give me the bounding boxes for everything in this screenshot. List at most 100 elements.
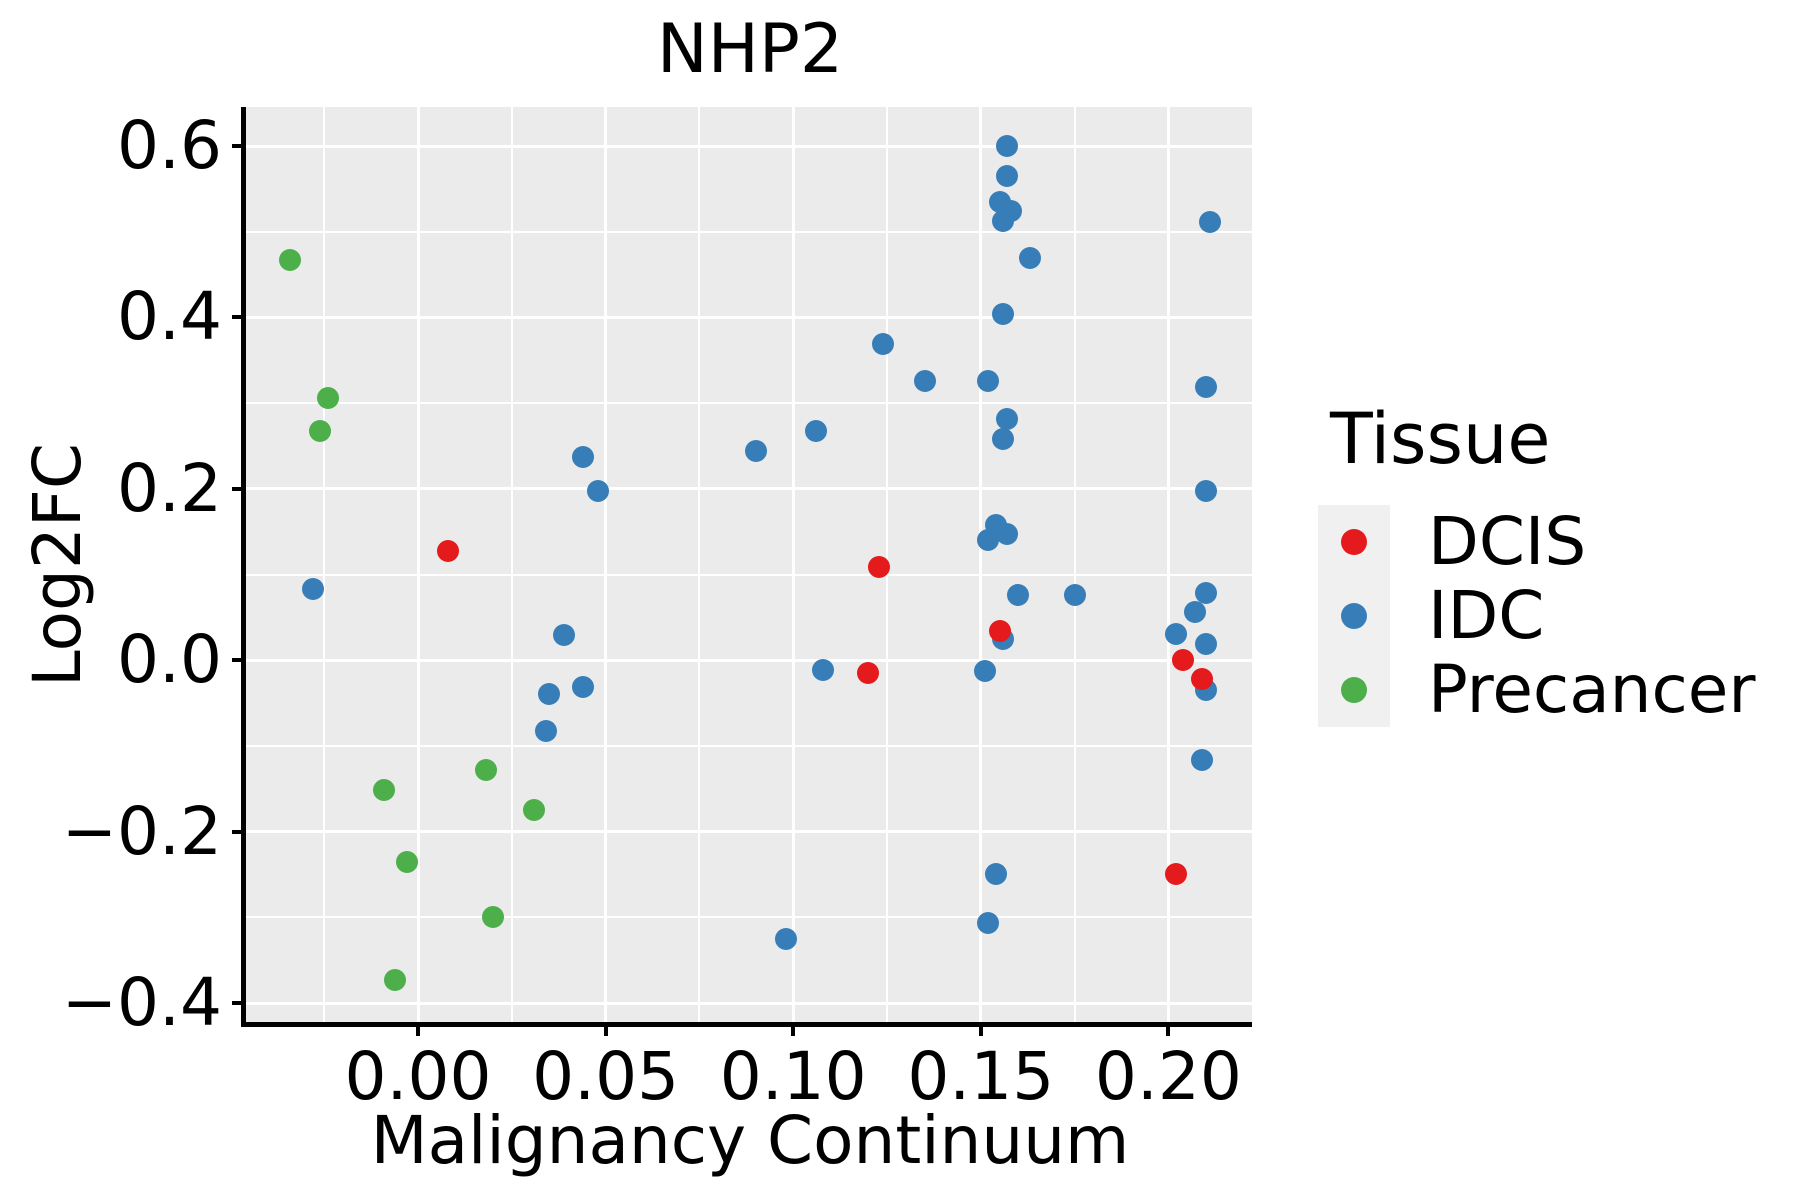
x-tick-label: 0.05 xyxy=(532,1038,680,1115)
gridline-x-major xyxy=(604,107,608,1022)
y-tick-mark xyxy=(232,829,241,834)
data-point-precancer xyxy=(316,386,339,409)
gridline-y-major xyxy=(246,830,1252,834)
data-point-precancer xyxy=(523,799,546,822)
data-point-precancer xyxy=(279,248,302,271)
data-point-precancer xyxy=(384,968,407,991)
data-point-idc xyxy=(1063,584,1086,607)
data-point-idc xyxy=(996,407,1019,430)
data-point-precancer xyxy=(474,758,497,781)
data-point-idc xyxy=(804,419,827,442)
data-point-dcis xyxy=(1164,863,1187,886)
data-point-idc xyxy=(992,210,1015,233)
data-point-idc xyxy=(1194,582,1217,605)
data-point-idc xyxy=(1198,211,1221,234)
data-point-idc xyxy=(996,523,1019,546)
data-point-idc xyxy=(572,446,595,469)
legend-swatch-icon xyxy=(1341,603,1367,629)
gridline-y-minor xyxy=(246,402,1252,405)
data-point-idc xyxy=(996,164,1019,187)
data-point-dcis xyxy=(1172,649,1195,672)
data-point-idc xyxy=(872,332,895,355)
data-point-idc xyxy=(1194,632,1217,655)
data-point-idc xyxy=(1191,748,1214,771)
x-tick-mark xyxy=(416,1027,420,1036)
data-point-idc xyxy=(301,578,324,601)
y-tick-label: 0.6 xyxy=(117,107,222,184)
data-point-idc xyxy=(1164,623,1187,646)
x-tick-label: 0.15 xyxy=(907,1038,1055,1115)
legend-key-precancer xyxy=(1318,653,1390,727)
legend-key-dcis xyxy=(1318,505,1390,579)
gridline-x-minor xyxy=(510,107,513,1022)
gridline-x-major xyxy=(416,107,420,1022)
legend-key-idc xyxy=(1318,579,1390,653)
gridline-x-minor xyxy=(698,107,701,1022)
legend-title: Tissue xyxy=(1330,398,1551,480)
data-point-idc xyxy=(996,135,1019,157)
x-tick-mark xyxy=(791,1027,796,1036)
data-point-precancer xyxy=(395,850,418,873)
x-tick-label: 0.20 xyxy=(1094,1038,1242,1115)
gridline-y-major xyxy=(246,658,1252,662)
gridline-x-minor xyxy=(323,107,326,1022)
gridline-y-minor xyxy=(246,573,1252,576)
x-tick-label: 0.10 xyxy=(719,1038,867,1115)
data-point-precancer xyxy=(309,420,332,443)
data-point-precancer xyxy=(373,778,396,801)
data-point-idc xyxy=(812,658,835,681)
legend-label-precancer: Precancer xyxy=(1428,651,1756,728)
gridline-x-minor xyxy=(1073,107,1076,1022)
data-point-dcis xyxy=(437,539,460,562)
data-point-idc xyxy=(984,863,1007,886)
y-tick-mark xyxy=(232,144,241,148)
data-point-idc xyxy=(538,683,561,706)
y-tick-label: 0.4 xyxy=(117,278,222,356)
data-point-idc xyxy=(572,675,595,698)
legend-label-idc: IDC xyxy=(1428,577,1545,654)
y-tick-label: 0.2 xyxy=(117,449,222,527)
y-tick-label: −0.4 xyxy=(61,964,222,1041)
data-point-dcis xyxy=(988,620,1011,643)
y-axis-title: Log2FC xyxy=(19,443,96,687)
y-axis-line xyxy=(241,107,246,1027)
data-point-idc xyxy=(1018,247,1041,270)
data-point-idc xyxy=(992,302,1015,325)
x-tick-mark xyxy=(603,1027,608,1036)
legend-swatch-icon xyxy=(1341,529,1367,555)
data-point-idc xyxy=(553,624,576,647)
gridline-y-major xyxy=(246,144,1252,148)
y-tick-label: 0.0 xyxy=(117,621,222,699)
gridline-x-major xyxy=(1166,107,1170,1022)
data-point-idc xyxy=(1007,584,1030,607)
data-point-idc xyxy=(774,927,797,950)
gridline-x-major xyxy=(979,107,983,1022)
legend-label-dcis: DCIS xyxy=(1428,503,1587,580)
x-axis-line xyxy=(241,1022,1252,1027)
data-point-dcis xyxy=(868,555,891,578)
data-point-idc xyxy=(534,720,557,743)
gridline-y-minor xyxy=(246,916,1252,919)
chart-title: NHP2 xyxy=(656,10,844,89)
data-point-idc xyxy=(992,428,1015,451)
data-point-idc xyxy=(977,369,1000,392)
gridline-y-major xyxy=(246,1001,1252,1005)
x-tick-mark xyxy=(1166,1027,1171,1036)
data-point-idc xyxy=(1194,375,1217,398)
y-tick-label: −0.2 xyxy=(61,792,222,870)
plot-panel xyxy=(246,107,1252,1022)
x-tick-mark xyxy=(978,1027,983,1036)
data-point-idc xyxy=(744,440,767,463)
data-point-idc xyxy=(1183,601,1206,624)
data-point-dcis xyxy=(1191,668,1214,691)
data-point-idc xyxy=(977,529,1000,552)
gridline-y-major xyxy=(246,487,1252,491)
legend-swatch-icon xyxy=(1341,677,1367,703)
data-point-idc xyxy=(1194,480,1217,503)
data-point-dcis xyxy=(857,662,880,685)
data-point-idc xyxy=(913,369,936,392)
gridline-x-major xyxy=(791,107,795,1022)
y-tick-mark xyxy=(232,658,241,663)
gridline-y-major xyxy=(246,315,1252,319)
